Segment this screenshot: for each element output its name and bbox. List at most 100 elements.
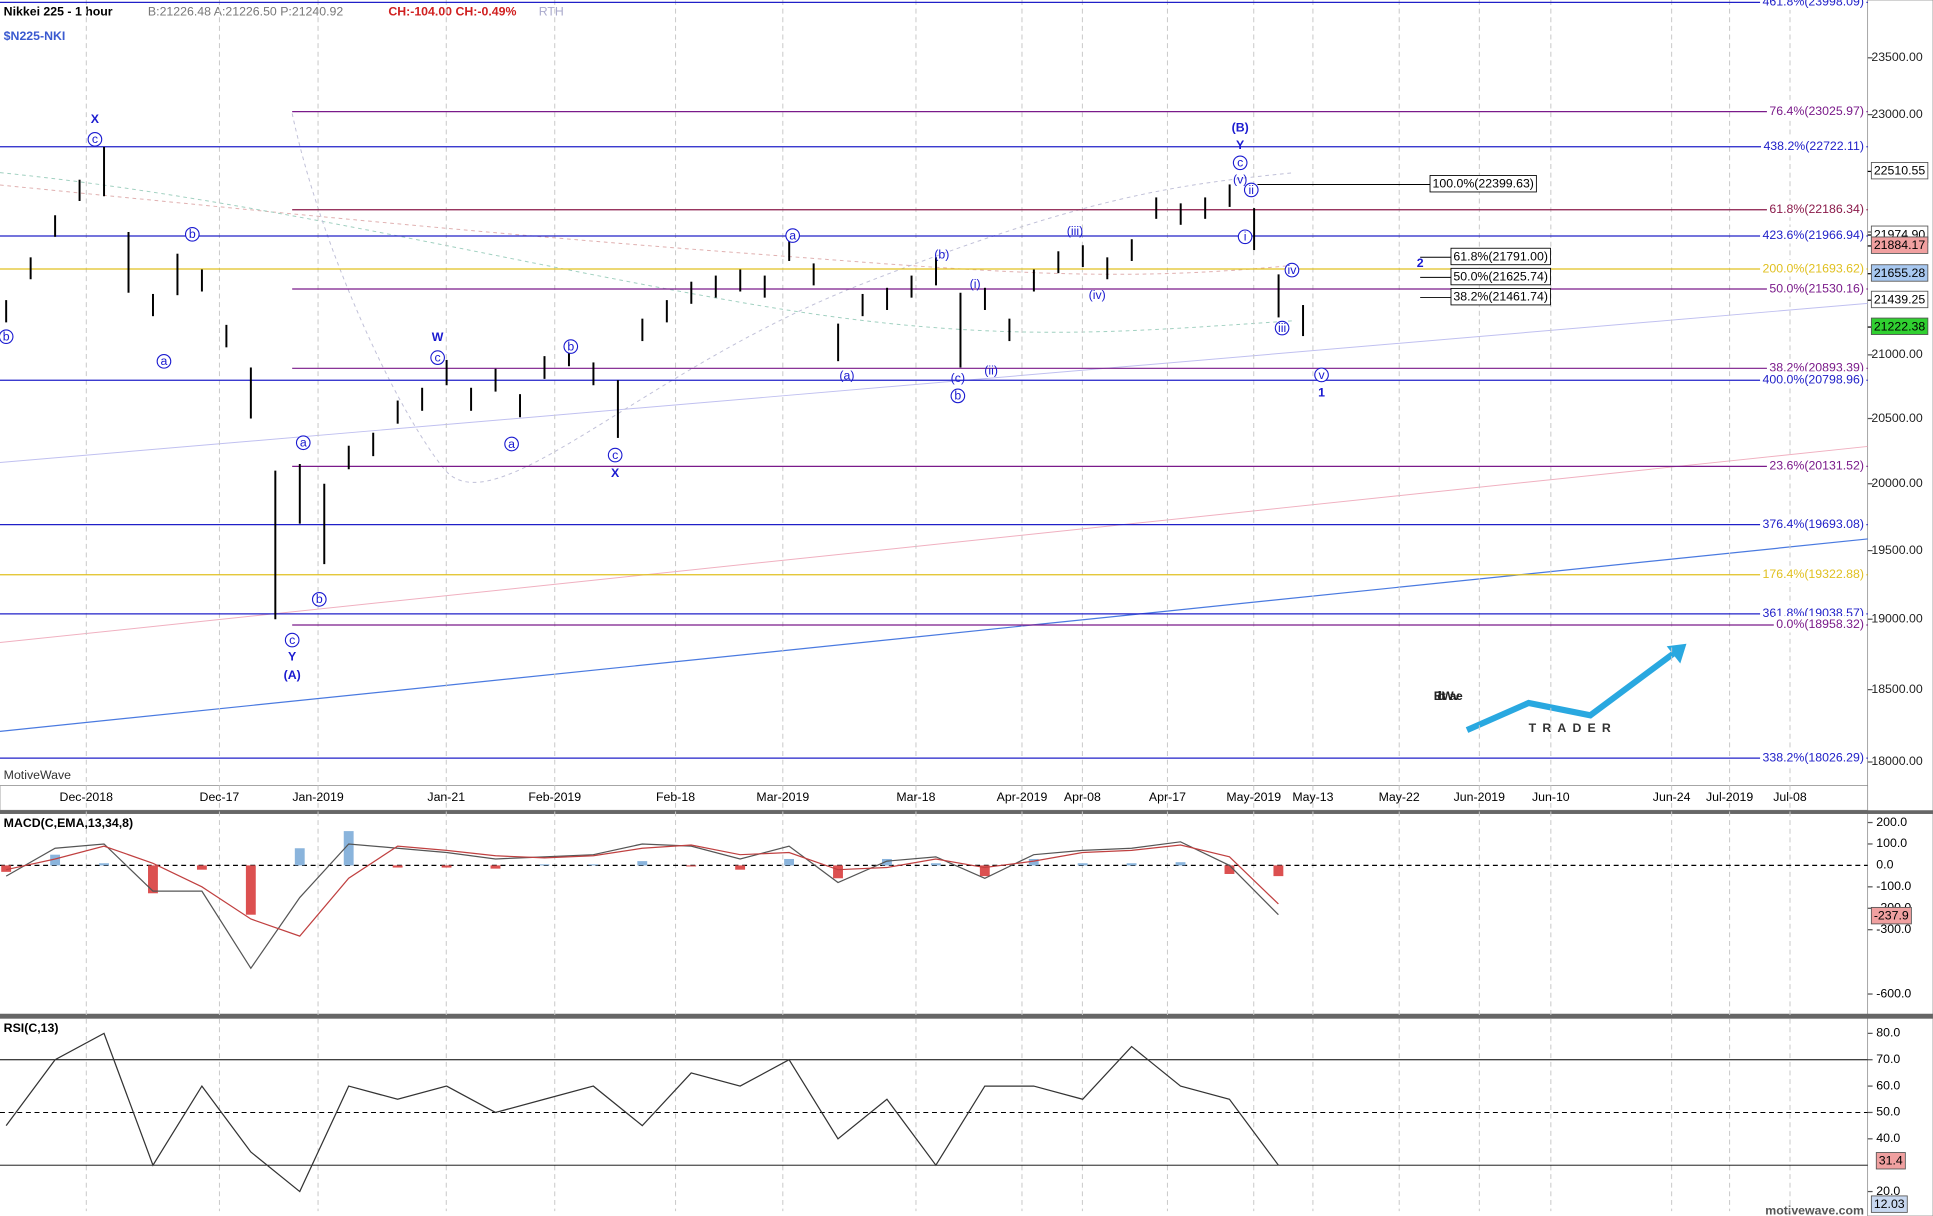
panel-title: RSI(C,13) bbox=[4, 1021, 59, 1035]
x-tick-label: Jul-2019 bbox=[1706, 790, 1753, 804]
y-tick-label: 60.0 bbox=[1876, 1078, 1900, 1092]
x-tick-label: Feb-2019 bbox=[528, 790, 581, 804]
wave-label: (a) bbox=[839, 368, 854, 382]
y-tick-label: 19000.00 bbox=[1871, 611, 1923, 625]
wave-label: Y bbox=[1236, 138, 1245, 152]
wave-label: (i) bbox=[970, 277, 981, 291]
label-box bbox=[1760, 515, 1867, 533]
histogram-bar bbox=[1224, 865, 1235, 874]
wave-circle bbox=[284, 632, 300, 648]
wave-label: b bbox=[3, 330, 10, 344]
moving-average bbox=[0, 184, 1295, 275]
x-tick-label: Apr-08 bbox=[1064, 790, 1101, 804]
histogram-bar bbox=[686, 865, 697, 867]
level-label: 200.0%(21693.62) bbox=[1763, 261, 1864, 275]
y-tick-label: 19500.00 bbox=[1871, 543, 1923, 557]
wave-label: a bbox=[508, 437, 515, 451]
histogram-bar bbox=[979, 865, 990, 877]
level-label: 61.8%(22186.34) bbox=[1769, 202, 1864, 216]
wave-label: (iv) bbox=[1089, 288, 1106, 302]
wave-label: a bbox=[300, 436, 307, 450]
quote: B:21226.48 A:21226.50 P:21240.92 bbox=[148, 5, 343, 19]
panel-separator bbox=[0, 810, 1933, 814]
session: RTH bbox=[539, 5, 564, 19]
rsi-line bbox=[5, 1032, 1279, 1193]
level-label: 338.2%(18026.29) bbox=[1763, 750, 1864, 764]
label-box bbox=[1870, 162, 1929, 180]
label-box bbox=[1870, 264, 1929, 282]
wave-circle bbox=[563, 339, 579, 354]
wave-circle bbox=[504, 436, 519, 452]
y-tick-label: -600.0 bbox=[1876, 986, 1911, 1000]
y-tick-label: -100.0 bbox=[1876, 879, 1911, 893]
panel-separator bbox=[0, 1013, 1933, 1019]
footer: motivewave.com bbox=[1765, 1203, 1864, 1216]
x-tick-label: May-13 bbox=[1292, 790, 1333, 804]
histogram-bar bbox=[392, 865, 403, 868]
last-value: -237.9 bbox=[1874, 909, 1909, 923]
histogram-bar bbox=[245, 865, 256, 915]
wave-label: c bbox=[435, 351, 441, 365]
price-box-label: 21655.28 bbox=[1874, 266, 1926, 280]
projection-label: 50.0%(21625.74) bbox=[1453, 270, 1548, 284]
label-box bbox=[1766, 280, 1867, 297]
wave-circle bbox=[1232, 155, 1248, 171]
wave-label: (b) bbox=[934, 248, 949, 262]
label-box bbox=[1870, 290, 1929, 309]
histogram-bar bbox=[539, 864, 550, 866]
level-label: 176.4%(19322.88) bbox=[1763, 567, 1864, 581]
wave-circle bbox=[1274, 320, 1290, 336]
wave-label: X bbox=[611, 466, 620, 480]
wave-label: iii bbox=[1278, 321, 1286, 335]
x-tick-label: May-22 bbox=[1379, 790, 1420, 804]
wave-circle bbox=[1243, 182, 1259, 198]
histogram-bar bbox=[1175, 862, 1186, 866]
wave-label: b bbox=[567, 339, 574, 353]
x-tick-label: Dec-17 bbox=[200, 790, 240, 804]
wave-circle bbox=[607, 447, 623, 463]
y-tick-label: 20500.00 bbox=[1871, 411, 1923, 425]
y-tick-label: 20000.00 bbox=[1871, 476, 1923, 490]
wave-label: c bbox=[612, 448, 618, 462]
y-tick-label: 23500.00 bbox=[1871, 50, 1923, 64]
x-tick-label: Jun-10 bbox=[1532, 790, 1570, 804]
wave-label: 1 bbox=[1318, 386, 1325, 400]
histogram-bar bbox=[930, 863, 941, 866]
watermark: MotiveWave bbox=[4, 768, 71, 782]
x-tick-label: Dec-2018 bbox=[60, 790, 114, 804]
x-tick-label: Feb-18 bbox=[656, 790, 695, 804]
wave-label: b bbox=[316, 592, 323, 606]
wave-circle bbox=[950, 388, 966, 404]
wave-label: b bbox=[189, 227, 196, 241]
logo-brand: ElliottWave bbox=[1434, 689, 1463, 703]
trendline bbox=[0, 302, 1868, 463]
wave-label: (c) bbox=[951, 371, 965, 385]
label-box bbox=[1870, 236, 1929, 254]
x-tick-label: Mar-2019 bbox=[756, 790, 809, 804]
x-tick-label: May-2019 bbox=[1226, 790, 1281, 804]
signal-line bbox=[6, 844, 1279, 937]
x-tick-label: Apr-2019 bbox=[997, 790, 1048, 804]
price-box-label: 21884.17 bbox=[1874, 238, 1926, 252]
histogram-bar bbox=[99, 863, 109, 866]
x-tick-label: Mar-18 bbox=[896, 790, 935, 804]
label-box bbox=[1760, 226, 1867, 244]
band bbox=[291, 113, 1295, 483]
price-axis bbox=[1867, 0, 1933, 1216]
projection-label: 38.2%(21461.74) bbox=[1453, 290, 1548, 304]
histogram-bar bbox=[50, 854, 61, 866]
x-tick-label: Jul-08 bbox=[1773, 790, 1807, 804]
wave-circle bbox=[184, 226, 200, 242]
wave-label: iv bbox=[1288, 263, 1298, 277]
wave-circle bbox=[0, 329, 14, 345]
wave-circle bbox=[295, 435, 311, 451]
label-box bbox=[1760, 565, 1867, 583]
wave-circle bbox=[430, 350, 445, 365]
panel-title: MACD(C,EMA,13,34,8) bbox=[4, 816, 133, 830]
wave-label: (iii) bbox=[1067, 224, 1083, 238]
level-label: 38.2%(20893.39) bbox=[1769, 361, 1864, 375]
label-box bbox=[1766, 102, 1867, 120]
wave-label: c bbox=[1237, 156, 1243, 170]
